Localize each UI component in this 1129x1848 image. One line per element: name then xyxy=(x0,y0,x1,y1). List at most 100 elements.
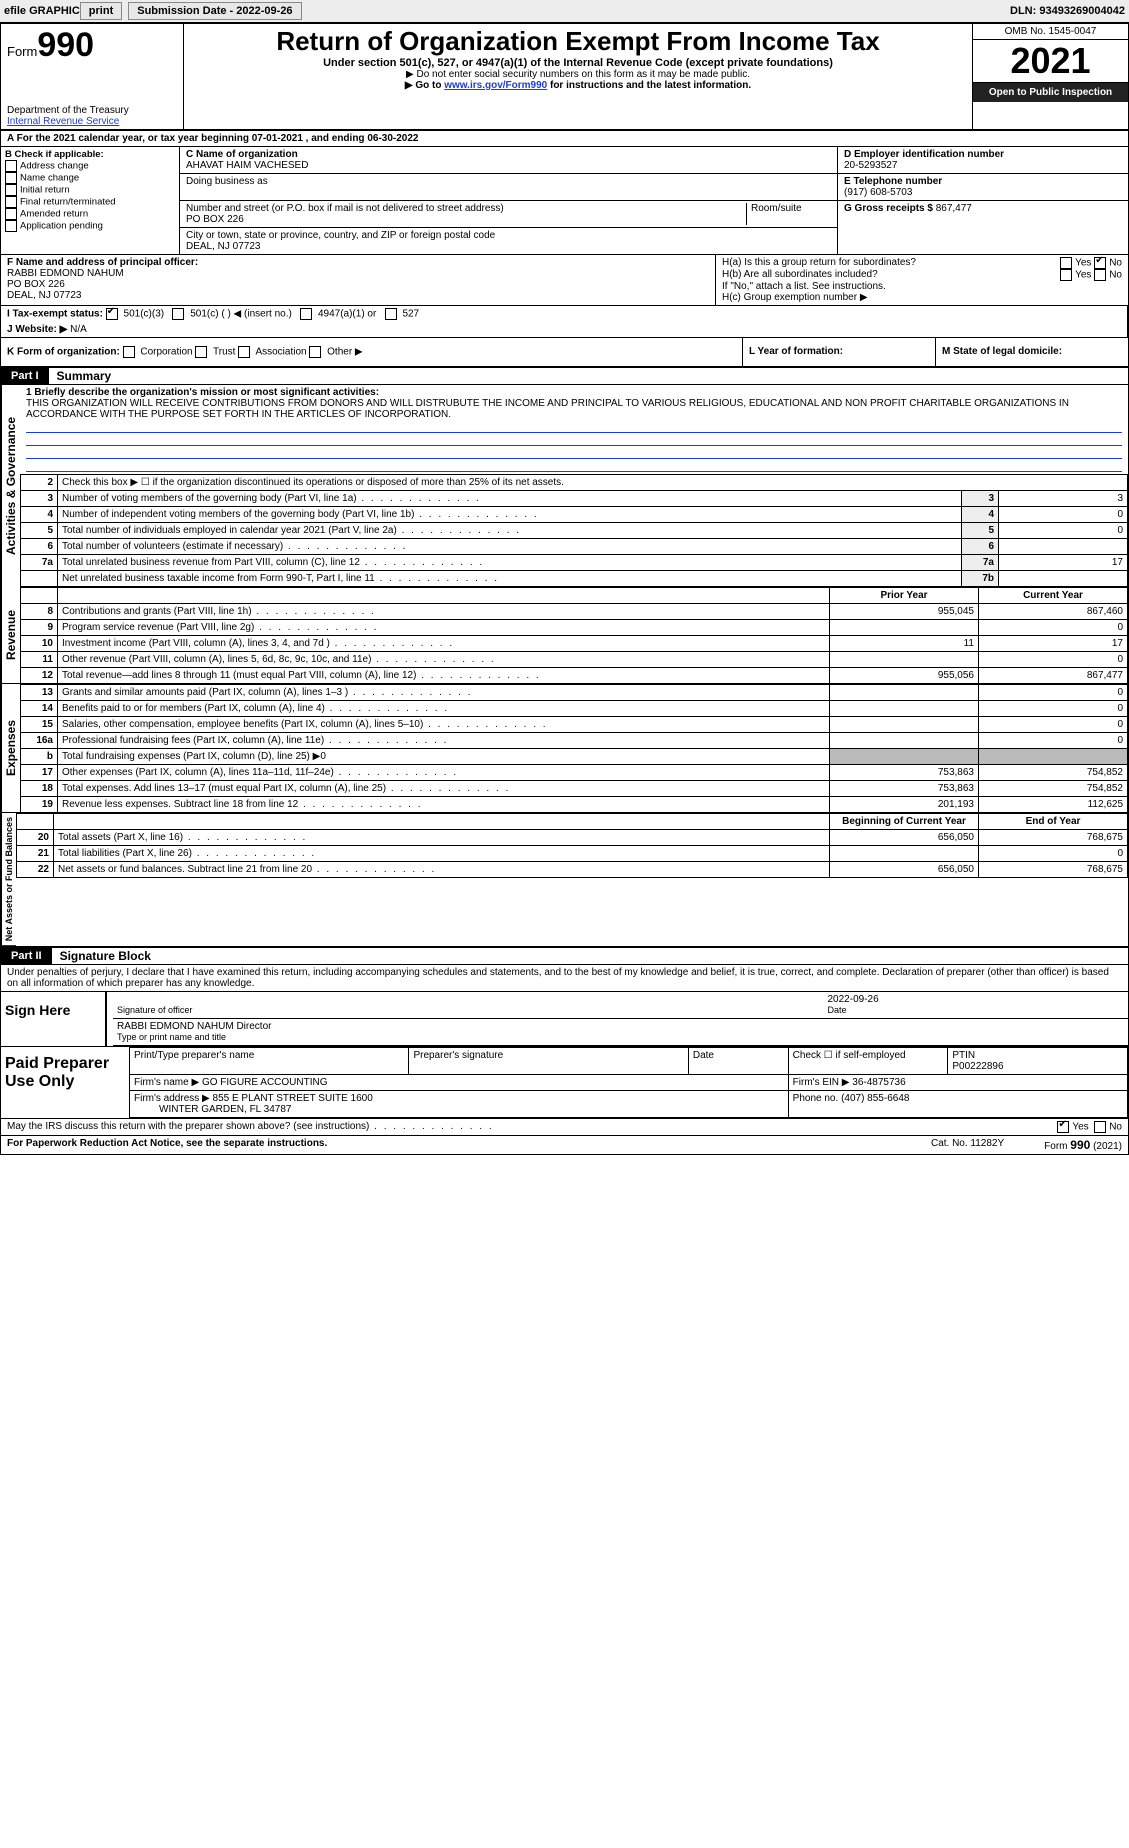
sign-date: 2022-09-26 xyxy=(828,994,879,1005)
box-m: M State of legal domicile: xyxy=(936,338,1128,366)
box-i: I Tax-exempt status: 501(c)(3) 501(c) ( … xyxy=(7,308,1121,320)
klm-block: K Form of organization: Corporation Trus… xyxy=(1,338,1128,368)
ha-no[interactable] xyxy=(1094,257,1106,269)
org-address: PO BOX 226 xyxy=(186,214,746,225)
gross-receipts: 867,477 xyxy=(936,203,972,214)
officer-name: RABBI EDMOND NAHUM xyxy=(7,268,709,279)
dept-label: Department of the Treasury xyxy=(7,105,177,116)
gov-section: Activities & Governance 1 Briefly descri… xyxy=(1,384,1128,587)
table-row: 18Total expenses. Add lines 13–17 (must … xyxy=(21,781,1128,797)
open-public-badge: Open to Public Inspection xyxy=(973,83,1128,102)
form-note2: ▶ Go to www.irs.gov/Form990 for instruct… xyxy=(192,80,964,91)
subdate-value: 2022-09-26 xyxy=(236,5,292,17)
table-row: 20Total assets (Part X, line 16)656,0507… xyxy=(17,830,1128,846)
table-row: 6Total number of volunteers (estimate if… xyxy=(21,539,1128,555)
table-row: 7aTotal unrelated business revenue from … xyxy=(21,555,1128,571)
form-subtitle: Under section 501(c), 527, or 4947(a)(1)… xyxy=(192,57,964,69)
table-row: 14Benefits paid to or for members (Part … xyxy=(21,701,1128,717)
cb-amended[interactable]: Amended return xyxy=(5,208,175,220)
rev-table: Prior YearCurrent Year 8Contributions an… xyxy=(20,587,1128,684)
exp-section: Expenses 13Grants and similar amounts pa… xyxy=(1,684,1128,813)
form-title: Return of Organization Exempt From Incom… xyxy=(192,26,964,57)
prep-ein: 36-4875736 xyxy=(852,1077,905,1088)
subdate-label: Submission Date - xyxy=(137,5,236,17)
declaration: Under penalties of perjury, I declare th… xyxy=(1,964,1128,992)
gov-table: 2Check this box ▶ ☐ if the organization … xyxy=(20,474,1128,587)
ein: 20-5293527 xyxy=(844,160,1122,171)
i-527[interactable] xyxy=(385,308,397,320)
top-bar: efile GRAPHIC print Submission Date - 20… xyxy=(0,0,1129,23)
box-deg: D Employer identification number 20-5293… xyxy=(837,147,1128,254)
table-row: 21Total liabilities (Part X, line 26)0 xyxy=(17,846,1128,862)
cb-address[interactable]: Address change xyxy=(5,160,175,172)
box-b: B Check if applicable: Address change Na… xyxy=(1,147,180,254)
table-row: 3Number of voting members of the governi… xyxy=(21,491,1128,507)
submission-date-button[interactable]: Submission Date - 2022-09-26 xyxy=(128,2,301,20)
form990-link[interactable]: www.irs.gov/Form990 xyxy=(444,80,547,91)
part1-header: Part I Summary xyxy=(1,368,1128,384)
i-4947[interactable] xyxy=(300,308,312,320)
cb-final[interactable]: Final return/terminated xyxy=(5,196,175,208)
form-frame: Form990 Department of the Treasury Inter… xyxy=(0,23,1129,1155)
table-row: 9Program service revenue (Part VIII, lin… xyxy=(21,620,1128,636)
part2-header: Part II Signature Block xyxy=(1,948,1128,964)
hb-yes[interactable] xyxy=(1060,269,1072,281)
id-block: B Check if applicable: Address change Na… xyxy=(1,147,1128,255)
cb-pending[interactable]: Application pending xyxy=(5,220,175,232)
box-j: J Website: ▶ N/A xyxy=(7,324,1121,335)
org-name: AHAVAT HAIM VACHESED xyxy=(186,160,831,171)
rev-label: Revenue xyxy=(1,587,20,684)
header-left: Form990 Department of the Treasury Inter… xyxy=(1,24,184,129)
dln: DLN: 93493269004042 xyxy=(1010,5,1125,17)
prep-phone: (407) 855-6648 xyxy=(841,1093,909,1104)
prep-addr2: WINTER GARDEN, FL 34787 xyxy=(159,1104,291,1115)
form-header: Form990 Department of the Treasury Inter… xyxy=(1,24,1128,131)
table-row: 11Other revenue (Part VIII, column (A), … xyxy=(21,652,1128,668)
preparer-block: Paid Preparer Use Only Print/Type prepar… xyxy=(1,1046,1128,1118)
i-501c[interactable] xyxy=(172,308,184,320)
hb-no[interactable] xyxy=(1094,269,1106,281)
website: N/A xyxy=(70,324,87,335)
table-row: 16aProfessional fundraising fees (Part I… xyxy=(21,733,1128,749)
table-row: 4Number of independent voting members of… xyxy=(21,507,1128,523)
box-l: L Year of formation: xyxy=(743,338,936,366)
omb-number: OMB No. 1545-0047 xyxy=(973,24,1128,40)
table-row: bTotal fundraising expenses (Part IX, co… xyxy=(21,749,1128,765)
table-row: 19Revenue less expenses. Subtract line 1… xyxy=(21,797,1128,813)
signer-name: RABBI EDMOND NAHUM Director xyxy=(117,1021,271,1032)
form-footer: For Paperwork Reduction Act Notice, see … xyxy=(1,1135,1128,1154)
discuss-line: May the IRS discuss this return with the… xyxy=(1,1118,1128,1135)
box-h: H(a) Is this a group return for subordin… xyxy=(716,255,1128,305)
prep-firm: GO FIGURE ACCOUNTING xyxy=(202,1077,328,1088)
org-city: DEAL, NJ 07723 xyxy=(186,241,831,252)
exp-label: Expenses xyxy=(1,684,20,813)
table-row: Net unrelated business taxable income fr… xyxy=(21,571,1128,587)
footer-form: Form 990 (2021) xyxy=(1044,1138,1122,1152)
net-section: Net Assets or Fund Balances Beginning of… xyxy=(1,813,1128,948)
cb-name[interactable]: Name change xyxy=(5,172,175,184)
fh-block: F Name and address of principal officer:… xyxy=(1,255,1128,306)
i-501c3[interactable] xyxy=(106,308,118,320)
ha-yes[interactable] xyxy=(1060,257,1072,269)
gov-label: Activities & Governance xyxy=(1,385,20,587)
net-label: Net Assets or Fund Balances xyxy=(1,813,16,946)
sign-block: Sign Here Signature of officer 2022-09-2… xyxy=(1,992,1128,1046)
cb-initial[interactable]: Initial return xyxy=(5,184,175,196)
table-row: 10Investment income (Part VIII, column (… xyxy=(21,636,1128,652)
net-table: Beginning of Current YearEnd of Year 20T… xyxy=(16,813,1128,878)
irs-link[interactable]: Internal Revenue Service xyxy=(7,116,177,127)
box-f: F Name and address of principal officer:… xyxy=(1,255,716,305)
discuss-no[interactable] xyxy=(1094,1121,1106,1133)
table-row: 17Other expenses (Part IX, column (A), l… xyxy=(21,765,1128,781)
mission-text: THIS ORGANIZATION WILL RECEIVE CONTRIBUT… xyxy=(26,398,1069,420)
form-number: 990 xyxy=(37,26,94,64)
print-button[interactable]: print xyxy=(80,2,122,20)
phone: (917) 608-5703 xyxy=(844,187,1122,198)
line-a: A For the 2021 calendar year, or tax yea… xyxy=(1,131,1128,147)
table-row: 12Total revenue—add lines 8 through 11 (… xyxy=(21,668,1128,684)
ptin: P00222896 xyxy=(952,1061,1003,1072)
discuss-yes[interactable] xyxy=(1057,1121,1069,1133)
table-row: 8Contributions and grants (Part VIII, li… xyxy=(21,604,1128,620)
prep-addr1: 855 E PLANT STREET SUITE 1600 xyxy=(213,1093,373,1104)
efile-label: efile GRAPHIC xyxy=(4,5,80,17)
